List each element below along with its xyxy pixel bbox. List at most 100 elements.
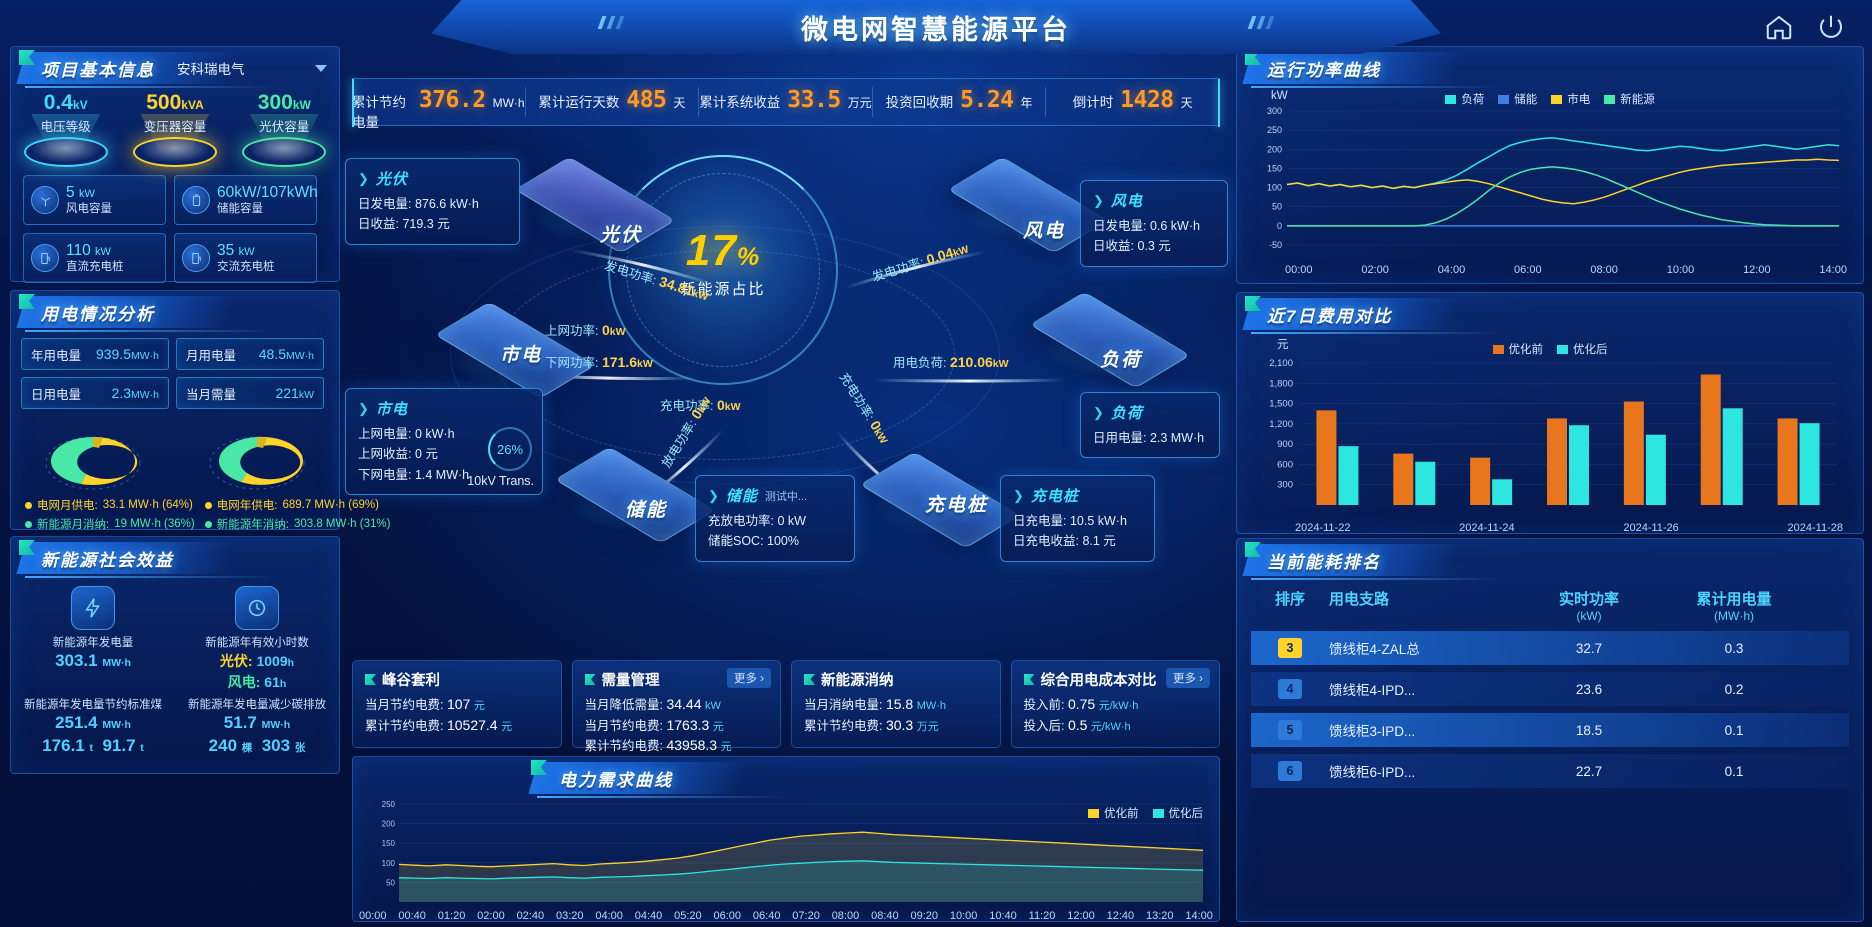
kpi-bar: 累计节约电量 376.2 MW·h 累计运行天数 485 天 累计系统收益 33…	[352, 78, 1220, 130]
flow-label-export: 上网功率: 0kW	[545, 322, 626, 338]
rank-badge: 6	[1251, 761, 1329, 781]
more-button-cost[interactable]: 更多 ›	[1165, 668, 1210, 688]
usage-legend-month: 电网月供电: 33.1 MW·h (64%) 新能源月消纳: 19 MW·h (36…	[25, 497, 195, 535]
realtime-power: 22.7	[1575, 763, 1603, 779]
capacity-transformer-unit: kVA	[181, 98, 204, 112]
panel-title-usage: 用电情况分析	[11, 294, 339, 332]
panel-energy-ranking: 当前能耗排名 排序 用电支路 实时功率 (kW) 累计用电量 (MW·h) 3 馈线柜…	[1236, 538, 1864, 922]
realtime-power: 18.5	[1575, 722, 1603, 738]
mini-ac-charger-unit: kW	[238, 245, 255, 258]
flow-label-load-power: 用电负荷: 210.06kW	[893, 354, 1009, 370]
legend-item: 新能源	[1604, 91, 1655, 107]
center-ring	[598, 145, 848, 395]
ranking-header: 排序 用电支路 实时功率 (kW) 累计用电量 (MW·h)	[1251, 588, 1849, 631]
capacity-transformer-label: 变压器容量	[143, 120, 207, 134]
capacity-pv-unit: kW	[292, 98, 311, 112]
cost-chart-svg: 300 600 900 1,200 1,500 1,800 2,100	[1269, 358, 1837, 505]
table-row[interactable]: 3 馈线柜4-ZAL总 32.7 0.3	[1251, 631, 1849, 665]
mini-storage-label: 储能容量	[217, 202, 263, 215]
panel-power-curve: 运行功率曲线 kW 负荷 储能 市电 新能源 -50 0 50 100 150 200 25…	[1236, 46, 1864, 284]
node-ess-platform	[554, 446, 716, 544]
info-card-charger: ❯ 充电桩 日充电量: 10.5 kW·h 日充电收益: 8.1 元	[1000, 475, 1155, 562]
info-card-pv: ❯ 光伏 日发电量: 876.6 kW·h 日收益: 719.3 元	[345, 158, 520, 245]
x-tick: 02:40	[516, 910, 545, 922]
power-icon[interactable]	[1816, 12, 1846, 42]
x-tick: 14:00	[1185, 910, 1213, 922]
chevron-right-icon: ❯	[358, 400, 369, 416]
svg-text:900: 900	[1277, 439, 1293, 450]
header-ticks-right	[1247, 16, 1275, 29]
table-row[interactable]: 5 馈线柜3-IPD... 18.5 0.1	[1251, 713, 1849, 747]
legend-item: 电网年供电: 689.7 MW·h (69%)	[204, 497, 391, 513]
branch-name: 馈线柜4-IPD...	[1329, 683, 1416, 698]
chevron-right-icon: ❯	[708, 487, 719, 503]
branch-name: 馈线柜3-IPD...	[1329, 724, 1416, 739]
svg-text:200: 200	[1267, 144, 1282, 154]
capacity-mini-list: 5 kW 风电容量 60kW/107kWh 储能容量 110 kW 直流充电桩 35 …	[11, 167, 339, 283]
capacity-transformer-value: 500	[146, 91, 182, 114]
corner-icon	[365, 674, 376, 685]
transformer-label: 10kV Trans.	[467, 473, 534, 488]
svg-text:250: 250	[1267, 125, 1282, 135]
more-button-demand[interactable]: 更多 ›	[726, 668, 771, 688]
mini-wind-label: 风电容量	[66, 202, 112, 215]
panel-project-info: 项目基本信息 安科瑞电气 0.4kV 电压等级 500kVA 变压器容量 300…	[10, 46, 340, 283]
header-ticks-left	[597, 16, 625, 29]
charger-icon	[182, 244, 210, 272]
realtime-power: 32.7	[1575, 640, 1603, 656]
wind-turbine-icon	[31, 186, 59, 214]
svg-text:200: 200	[382, 820, 396, 829]
mini-wind-value: 5	[66, 183, 75, 201]
kpi-saved-energy: 累计节约电量 376.2 MW·h	[352, 87, 526, 130]
benefit-coal: 新能源年发电量节约标准煤 251.4 MW·h	[24, 699, 162, 732]
legend-item: 优化前	[1492, 341, 1543, 357]
svg-text:50: 50	[386, 878, 395, 887]
x-tick: 09:20	[910, 910, 938, 922]
x-tick: 06:00	[713, 910, 742, 922]
x-tick: 02:00	[477, 910, 505, 922]
branch-name: 馈线柜6-IPD...	[1329, 765, 1416, 780]
power-x-axis: 00:00 02:00 04:00 06:00 08:00 10:00 12:00 14:00	[1247, 262, 1853, 276]
x-tick: 04:40	[634, 910, 663, 922]
legend-item: 新能源年消纳: 303.8 MW·h (31%)	[204, 516, 390, 532]
rank-badge: 3	[1251, 638, 1329, 658]
x-tick: 10:40	[989, 910, 1017, 922]
x-tick: 12:40	[1106, 910, 1135, 922]
charger-icon	[31, 244, 59, 272]
svg-text:2,100: 2,100	[1269, 358, 1293, 369]
legend-item: 新能源月消纳: 19 MW·h (36%)	[25, 516, 195, 532]
mini-dc-charger-value: 110	[66, 241, 91, 259]
legend-item: 优化后	[1557, 341, 1608, 357]
mini-ac-charger-label: 交流充电桩	[217, 260, 275, 273]
info-card-grid: ❯ 市电 上网电量: 0 kW·h 上网收益: 0 元 下网电量: 1.4 MW·…	[345, 388, 543, 495]
table-row[interactable]: 6 馈线柜6-IPD... 22.7 0.1	[1251, 754, 1849, 788]
corner-icon	[584, 674, 596, 685]
benefit-carbon: 新能源年发电量减少碳排放 51.7 MW·h	[188, 699, 326, 732]
col-energy: 累计用电量 (MW·h)	[1696, 591, 1772, 623]
cost-x-axis: 2024-11-22 2024-11-24 2024-11-26 2024-11-28	[1247, 520, 1853, 534]
capacity-voltage-unit: kV	[72, 98, 88, 112]
kpi-countdown: 倒计时 1428 天	[1046, 87, 1220, 117]
metric-card-arbitrage: 峰谷套利 当月节约电费: 107 元 累计节约电费: 10527.4 元	[352, 660, 562, 748]
center-ratio: 17% 新能源占比	[598, 226, 848, 299]
chevron-right-icon: ❯	[1013, 487, 1024, 503]
capacity-voltage-value: 0.4	[43, 91, 73, 114]
x-tick: 06:40	[752, 910, 781, 922]
demand-chart-svg: 50 100 150 200 250	[382, 800, 1204, 902]
svg-text:1,200: 1,200	[1269, 419, 1293, 430]
rank-value: 3	[1278, 638, 1302, 658]
company-dropdown[interactable]: 安科瑞电气	[177, 57, 327, 79]
capacity-pv: 300kW 光伏容量	[232, 92, 336, 167]
node-grid-platform	[434, 301, 596, 399]
kpi-run-days: 累计运行天数 485 天	[526, 87, 700, 117]
home-icon[interactable]	[1764, 12, 1794, 42]
svg-text:250: 250	[382, 800, 396, 809]
branch-name: 馈线柜4-ZAL总	[1329, 642, 1420, 657]
rank-value: 4	[1278, 679, 1302, 699]
table-row[interactable]: 4 馈线柜4-IPD... 23.6 0.2	[1251, 672, 1849, 706]
benefit-hours: 新能源年有效小时数 光伏: 1009h 风电: 61h	[187, 586, 327, 692]
usage-legend-year: 电网年供电: 689.7 MW·h (69%) 新能源年消纳: 303.8 MW·h…	[204, 497, 391, 535]
x-tick: 2024-11-24	[1459, 522, 1515, 534]
kpi-payback: 投资回收期 5.24 年	[873, 87, 1047, 117]
usage-stat-demand: 当月需量 221kW	[176, 377, 324, 409]
